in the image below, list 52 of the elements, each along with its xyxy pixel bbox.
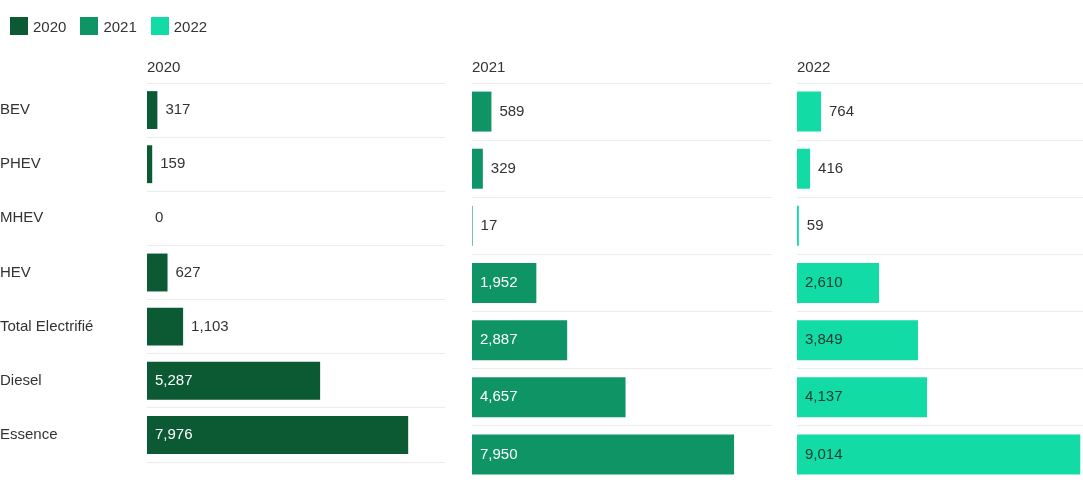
bar [147, 91, 158, 130]
data-label: 2,887 [480, 330, 518, 348]
data-label: 416 [818, 158, 844, 176]
bar [472, 263, 537, 303]
data-label: 329 [490, 158, 516, 176]
data-label: 7,976 [155, 425, 193, 443]
y-tick-label: MHEV [0, 208, 44, 226]
bar [797, 148, 811, 189]
bar [472, 148, 483, 189]
data-label: 1,952 [480, 273, 518, 291]
chart-title: 2021 [472, 58, 506, 76]
data-label: 9,014 [805, 444, 843, 462]
y-tick-label: PHEV [0, 154, 41, 172]
data-label: 589 [499, 101, 525, 119]
bar [147, 415, 409, 454]
bar [797, 377, 928, 418]
data-label: 317 [165, 100, 191, 118]
bar [147, 361, 321, 400]
bar [472, 91, 492, 132]
data-label: 4,137 [805, 387, 843, 405]
bar [472, 434, 735, 475]
data-label: 4,657 [480, 387, 518, 405]
legend-label: 2022 [173, 17, 208, 35]
y-tick-label: Diesel [0, 370, 42, 388]
data-label: 0 [155, 208, 164, 226]
bar [797, 91, 822, 132]
bar [797, 434, 1081, 475]
chart-title: 2022 [797, 58, 831, 76]
data-label: 764 [829, 101, 855, 119]
bar [147, 307, 184, 346]
bar [797, 320, 918, 361]
legend-label: 2020 [33, 17, 67, 35]
bar [472, 320, 568, 361]
bar [147, 145, 153, 184]
data-label: 17 [480, 216, 498, 233]
data-label: 5,287 [155, 370, 193, 388]
data-label: 159 [160, 154, 186, 172]
data-label: 3,849 [805, 330, 843, 348]
y-tick-label: Essence [0, 425, 58, 443]
data-label: 7,950 [480, 444, 518, 462]
y-tick-label: Total Electrifié [0, 316, 94, 334]
legend-label: 2021 [103, 17, 137, 35]
data-label: 59 [806, 216, 824, 233]
chart-title: 2020 [147, 58, 181, 76]
data-label: 2,610 [805, 273, 843, 291]
bar [797, 263, 880, 303]
bar [472, 377, 626, 418]
data-label: 1,103 [191, 316, 229, 334]
bar [147, 253, 168, 292]
y-tick-label: HEV [0, 262, 31, 280]
data-label: 627 [175, 262, 201, 280]
y-tick-label: BEV [0, 100, 31, 118]
